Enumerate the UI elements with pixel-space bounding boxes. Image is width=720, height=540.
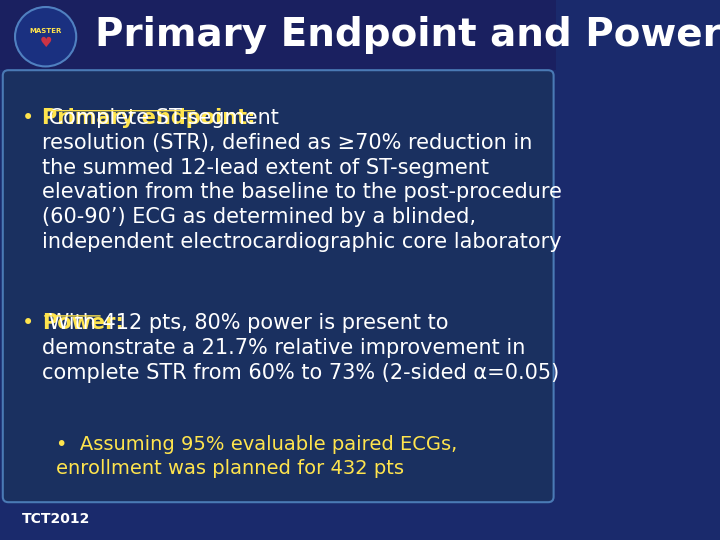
Text: •: • [22,108,35,128]
Circle shape [15,7,76,66]
FancyBboxPatch shape [3,70,554,502]
Text: MASTER: MASTER [30,28,62,35]
Text: Power:: Power: [42,313,124,333]
Text: TCT2012: TCT2012 [22,512,91,526]
Text: •: • [22,313,35,333]
Text: With 412 pts, 80% power is present to
demonstrate a 21.7% relative improvement i: With 412 pts, 80% power is present to de… [42,313,559,383]
Text: •  Assuming 95% evaluable paired ECGs,
enrollment was planned for 432 pts: • Assuming 95% evaluable paired ECGs, en… [55,435,457,478]
Text: Primary endpoint:: Primary endpoint: [42,108,255,128]
Text: Primary Endpoint and Power: Primary Endpoint and Power [94,16,720,54]
FancyBboxPatch shape [0,0,557,70]
Text: Complete ST-segment
resolution (STR), defined as ≥70% reduction in
the summed 12: Complete ST-segment resolution (STR), de… [42,108,562,252]
Text: ♥: ♥ [40,36,52,50]
